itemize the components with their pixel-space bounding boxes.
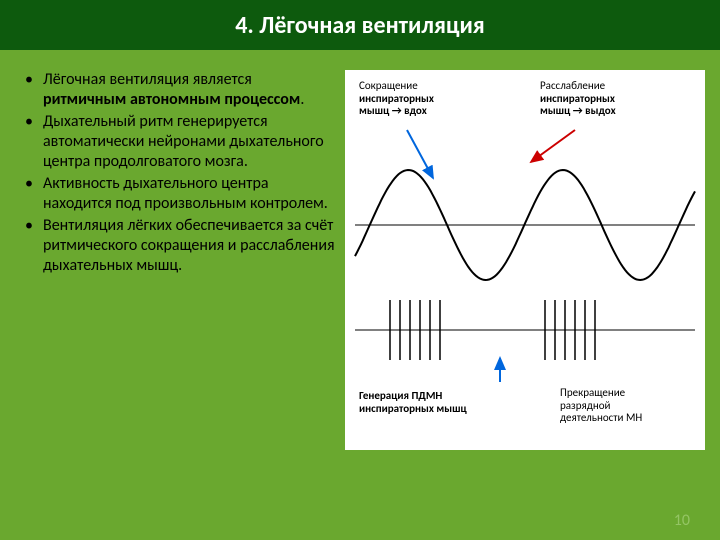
bullet-text: Вентиляция лёгких обеспечивается за счёт…	[43, 216, 335, 275]
slide-header: 4. Лёгочная вентиляция	[0, 0, 720, 50]
bullet-text: Лёгочная вентиляция является	[43, 70, 252, 89]
list-item: Активность дыхательного центра находится…	[25, 174, 335, 214]
page-number: 10	[674, 511, 690, 530]
label-line: мышц → выдох	[540, 105, 616, 118]
slide-title: 4. Лёгочная вентиляция	[235, 11, 485, 40]
label-line: Прекращение	[560, 387, 642, 400]
list-item: Вентиляция лёгких обеспечивается за счёт…	[25, 216, 335, 276]
content-area: Лёгочная вентиляция является ритмичным а…	[0, 50, 720, 450]
bullet-text: Активность дыхательного центра находится…	[43, 174, 328, 213]
bullet-text: Дыхательный ритм генерируется автоматиче…	[43, 112, 324, 171]
bullet-list: Лёгочная вентиляция является ритмичным а…	[25, 70, 335, 276]
diagram-panel: Сокращение инспираторных мышц → вдох Рас…	[345, 70, 705, 450]
label-top-right: Расслабление инспираторных мышц → выдох	[540, 80, 616, 118]
bullet-post: .	[300, 90, 304, 109]
list-item: Дыхательный ритм генерируется автоматиче…	[25, 112, 335, 172]
label-line: инспираторных мышц	[359, 403, 467, 416]
list-item: Лёгочная вентиляция является ритмичным а…	[25, 70, 335, 110]
label-bottom-right: Прекращение разрядной деятельности МН	[560, 387, 642, 425]
label-line: Сокращение	[359, 80, 434, 93]
label-bottom-left: Генерация ПДМН инспираторных мышц	[359, 390, 467, 415]
label-line: Расслабление	[540, 80, 616, 93]
bullet-bold: ритмичным автономным процессом	[43, 90, 300, 109]
label-line: деятельности МН	[560, 412, 642, 425]
label-line: мышц → вдох	[359, 105, 434, 118]
label-line: Генерация ПДМН	[359, 390, 467, 403]
label-top-left: Сокращение инспираторных мышц → вдох	[359, 80, 434, 118]
bullet-list-container: Лёгочная вентиляция является ритмичным а…	[25, 70, 335, 450]
